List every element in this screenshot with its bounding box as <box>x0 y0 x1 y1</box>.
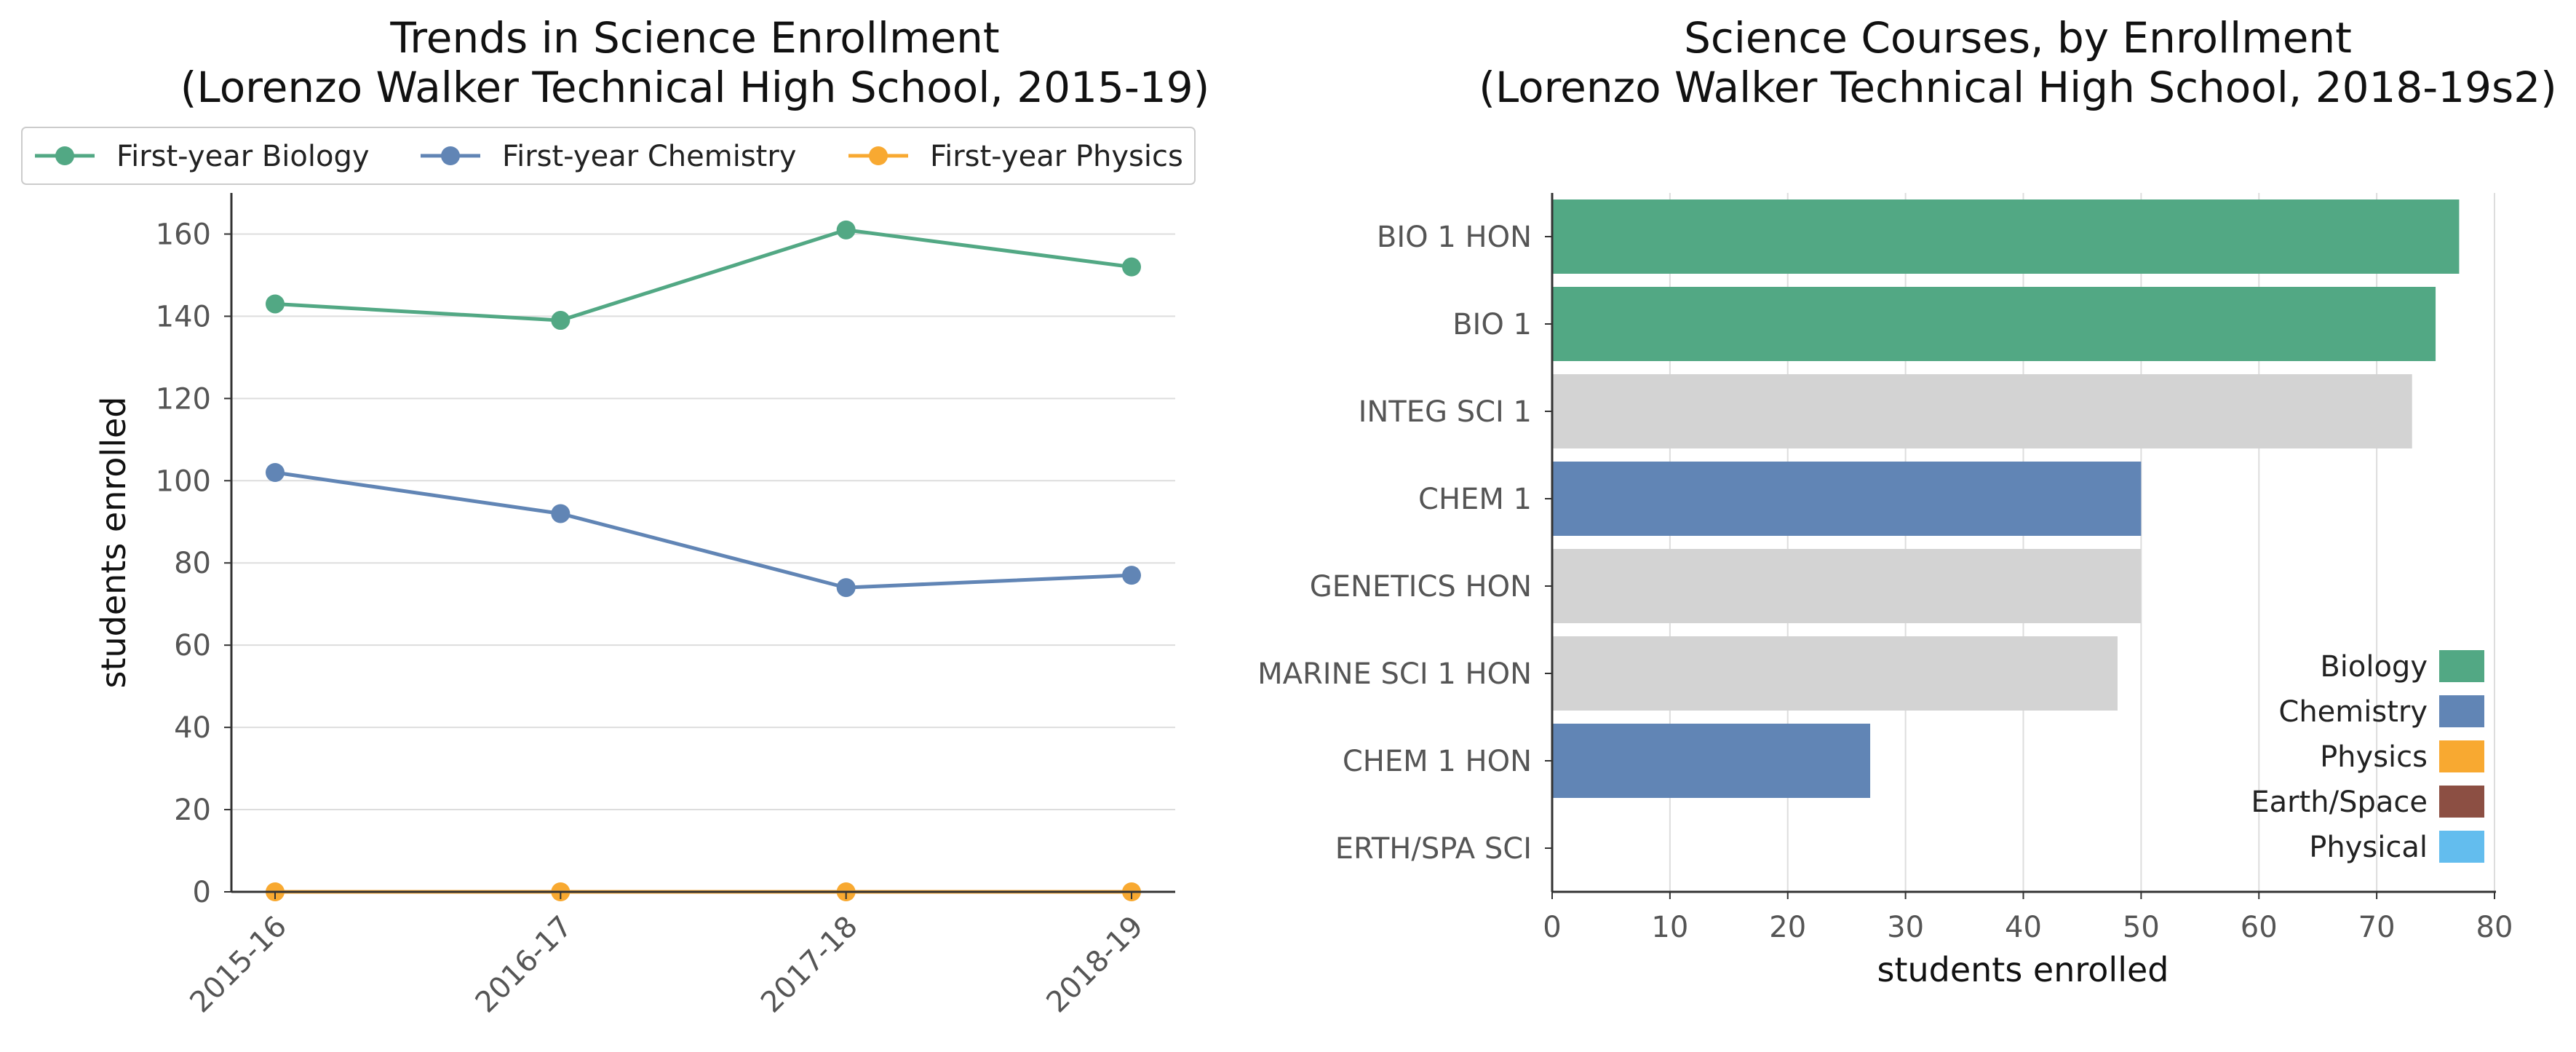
line-chart-subtitle: (Lorenzo Walker Technical High School, 2… <box>180 63 1209 112</box>
bar-chart-x-axis-label: students enrolled <box>1877 950 2169 989</box>
data-point-first-year-chemistry <box>836 578 856 598</box>
bar-category-label: CHEM 1 HON <box>1343 745 1532 778</box>
line-chart-y-ticks: 0 20 40 60 80 100 120 140 160 <box>156 218 231 909</box>
legend-label: Physical <box>2309 831 2428 864</box>
bar-chem-1-hon <box>1552 724 1871 798</box>
series-line-first-year-biology <box>274 228 1132 323</box>
bar-chart-x-tick-label: 10 <box>1651 911 1688 944</box>
legend-label: Earth/Space <box>2251 786 2428 819</box>
data-point-first-year-biology <box>1122 257 1141 277</box>
bar-chart: Science Courses, by Enrollment (Lorenzo … <box>1257 13 2557 989</box>
line-chart-y-tick-label: 120 <box>156 382 211 416</box>
data-point-first-year-chemistry <box>551 504 571 523</box>
line-chart-legend: First-year Biology First-year Chemistry Fi… <box>21 127 1196 185</box>
line-chart-title: Trends in Science Enrollment <box>389 13 999 63</box>
legend-label: Biology <box>2320 650 2428 684</box>
bar-bio-1-hon <box>1552 199 2460 274</box>
legend-entry-first-year-chemistry: First-year Chemistry <box>421 140 796 173</box>
line-chart-plot-area <box>266 220 1141 901</box>
legend-entry-physical: Physical <box>2309 831 2484 864</box>
line-chart-y-tick-label: 100 <box>156 464 211 498</box>
legend-color-swatch <box>2439 786 2484 818</box>
bar-category-label: GENETICS HON <box>1310 570 1532 604</box>
legend-marker-swatch <box>55 146 74 165</box>
line-series-first-year-biology <box>266 220 1141 331</box>
bar-category-label: MARINE SCI 1 HON <box>1257 657 1532 691</box>
line-chart-y-tick-label: 140 <box>156 300 211 333</box>
bar-chart-x-tick-label: 50 <box>2123 911 2160 944</box>
legend-entry-first-year-biology: First-year Biology <box>35 140 370 173</box>
legend-label: First-year Physics <box>930 140 1183 173</box>
bar-category-label: ERTH/SPA SCI <box>1335 832 1532 866</box>
bar-chart-x-tick-label: 30 <box>1887 911 1924 944</box>
series-line-first-year-chemistry <box>274 470 1132 590</box>
line-chart-y-axis-label: students enrolled <box>94 397 133 689</box>
line-chart-y-tick-label: 20 <box>174 794 211 827</box>
line-chart-y-tick-label: 0 <box>193 876 211 909</box>
bar-category-label: INTEG SCI 1 <box>1359 395 1532 429</box>
bar-category-label: BIO 1 HON <box>1377 221 1532 254</box>
line-chart-y-tick-label: 80 <box>174 547 211 580</box>
bar-chart-category-labels: BIO 1 HON BIO 1 INTEG SCI 1 CHEM 1 GENETICS … <box>1257 221 1552 866</box>
bar-chart-x-tick-label: 80 <box>2476 911 2513 944</box>
legend-entry-physics: Physics <box>2320 740 2484 774</box>
legend-color-swatch <box>2439 650 2484 682</box>
bar-chart-x-tick-label: 0 <box>1543 911 1561 944</box>
legend-entry-biology: Biology <box>2320 650 2484 684</box>
legend-label: Physics <box>2320 740 2428 774</box>
bar-chart-x-tick-label: 20 <box>1769 911 1806 944</box>
line-series-first-year-chemistry <box>266 463 1141 598</box>
bar-chem-1 <box>1552 462 2142 536</box>
data-point-first-year-chemistry <box>266 463 285 482</box>
data-point-first-year-biology <box>836 220 856 240</box>
bar-integ-sci-1 <box>1552 374 2412 448</box>
bar-chart-x-ticks: 0 10 20 30 40 50 60 70 80 <box>1543 892 2513 944</box>
legend-label: First-year Chemistry <box>502 140 796 173</box>
legend-entry-chemistry: Chemistry <box>2278 695 2484 729</box>
bar-chart-x-tick-label: 60 <box>2241 911 2278 944</box>
line-chart-y-tick-label: 160 <box>156 218 211 251</box>
bar-chart-legend: Biology Chemistry Physics Earth/Space Physic… <box>2251 650 2484 864</box>
bar-chart-x-tick-label: 40 <box>2005 911 2042 944</box>
data-point-first-year-biology <box>551 311 571 331</box>
legend-entry-earth-space: Earth/Space <box>2251 786 2484 819</box>
data-point-first-year-chemistry <box>1122 566 1141 585</box>
legend-entry-first-year-physics: First-year Physics <box>848 140 1183 173</box>
bar-category-label: BIO 1 <box>1452 308 1532 341</box>
legend-color-swatch <box>2439 740 2484 772</box>
bar-chart-plot-area <box>1552 199 2460 798</box>
bar-category-label: CHEM 1 <box>1418 483 1532 516</box>
legend-color-swatch <box>2439 695 2484 727</box>
line-legend-frame <box>21 127 1196 185</box>
bar-chart-subtitle: (Lorenzo Walker Technical High School, 2… <box>1479 63 2557 112</box>
legend-label: Chemistry <box>2278 695 2428 729</box>
line-chart-y-tick-label: 60 <box>174 629 211 663</box>
legend-color-swatch <box>2439 831 2484 863</box>
bar-chart-x-tick-label: 70 <box>2358 911 2396 944</box>
line-chart-axes <box>230 193 1175 893</box>
data-point-first-year-biology <box>266 294 285 314</box>
bar-chart-title: Science Courses, by Enrollment <box>1684 13 2352 63</box>
legend-marker-swatch <box>869 146 888 165</box>
line-chart-gridlines <box>231 233 1175 811</box>
legend-label: First-year Biology <box>116 140 370 173</box>
legend-marker-swatch <box>441 146 460 165</box>
bar-bio-1 <box>1552 287 2436 361</box>
line-chart-y-tick-label: 40 <box>174 711 211 745</box>
bar-genetics-hon <box>1552 549 2142 623</box>
bar-marine-sci-1-hon <box>1552 636 2118 711</box>
